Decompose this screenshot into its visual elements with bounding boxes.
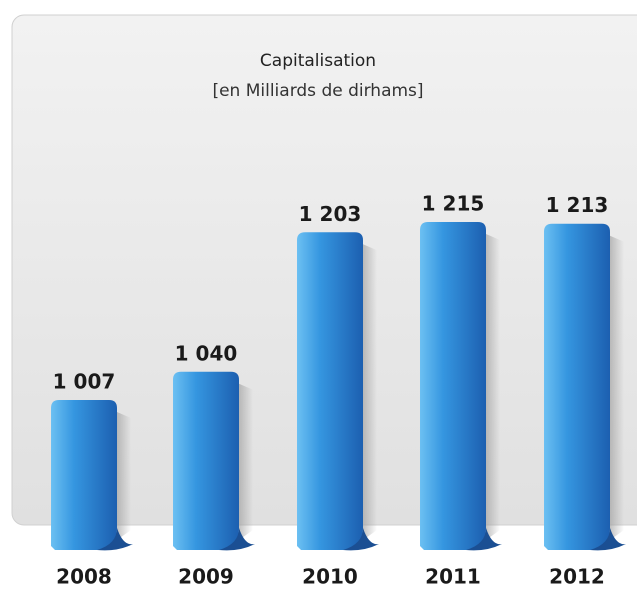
value-label: 1 040 xyxy=(175,341,238,365)
bar-shadow xyxy=(486,234,500,540)
bar xyxy=(297,232,363,550)
value-label: 1 213 xyxy=(546,193,609,217)
bar xyxy=(420,222,486,550)
x-tick-label: 2011 xyxy=(425,565,481,589)
bar-curl xyxy=(219,528,255,551)
value-label: 1 203 xyxy=(299,202,362,226)
bar-curl xyxy=(343,528,379,551)
x-tick-label: 2012 xyxy=(549,565,605,589)
x-tick-label: 2009 xyxy=(178,565,234,589)
x-tick-label: 2010 xyxy=(302,565,358,589)
chart-title: Capitalisation xyxy=(260,51,376,71)
bar-curl xyxy=(97,528,133,551)
value-label: 1 215 xyxy=(422,192,485,216)
bar-curl xyxy=(466,528,502,551)
bar-curl xyxy=(590,528,626,551)
bar xyxy=(51,400,117,550)
x-tick-label: 2008 xyxy=(56,565,112,589)
bar-shadow xyxy=(610,235,624,540)
value-label: 1 007 xyxy=(53,370,116,394)
bar xyxy=(544,223,610,550)
bar-shadow xyxy=(363,244,377,540)
bar-shadow xyxy=(117,412,131,540)
bar xyxy=(173,371,239,550)
bar-shadow xyxy=(239,383,253,540)
chart-subtitle: [en Milliards de dirhams] xyxy=(212,81,423,101)
